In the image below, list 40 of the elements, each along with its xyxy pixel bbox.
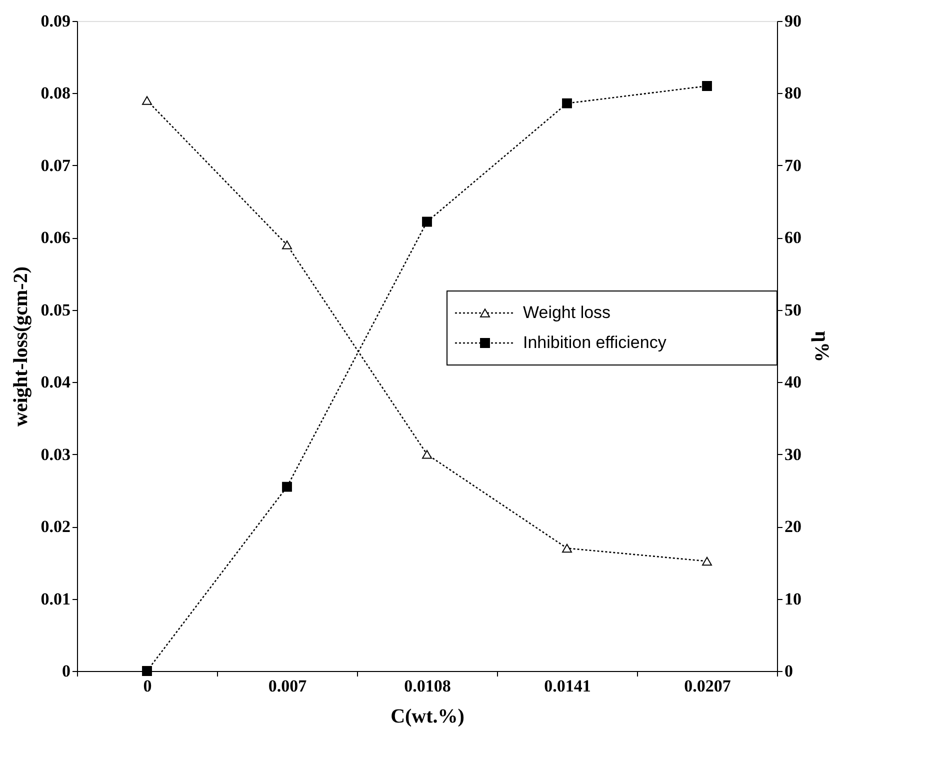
x-tick-label: 0 [143, 676, 152, 696]
y2-tick-label: 0 [784, 662, 793, 680]
point [562, 98, 572, 108]
x-tick-label: 0.007 [268, 676, 308, 696]
x-tick-label: 0.0207 [684, 676, 732, 696]
y2-tick-label: 30 [784, 444, 802, 464]
y2-axis-title: η% [810, 330, 832, 362]
point [422, 216, 432, 227]
y-tick-label: 0.08 [40, 84, 70, 103]
y-tick-label: 0.05 [40, 300, 70, 320]
y-axis-title: weight-loss(gcm-2) [10, 266, 32, 426]
x-tick-label: 0.0141 [544, 676, 591, 696]
point [562, 544, 572, 553]
point [702, 81, 712, 91]
point [282, 240, 292, 250]
y-tick-label: 0.02 [40, 517, 70, 536]
y2-tick-label: 40 [784, 372, 802, 392]
point [702, 556, 712, 566]
y-tick-label: 0.06 [40, 228, 70, 248]
y-tick-label: 0.01 [40, 589, 70, 608]
point [282, 482, 292, 492]
y2-tick-label: 50 [784, 300, 802, 320]
x-tick-label: 0.0108 [404, 676, 451, 696]
y2-tick-label: 20 [784, 517, 802, 536]
y-tick-label: 0.09 [40, 12, 70, 30]
x-axis-title: C(wt.%) [390, 706, 464, 728]
y2-tick-label: 60 [784, 228, 802, 248]
y-tick-label: 0.07 [40, 156, 71, 175]
y-tick-label: 0 [62, 662, 70, 680]
y-tick-label: 0.03 [40, 444, 70, 464]
y2-tick-label: 10 [784, 589, 802, 608]
y2-tick-label: 80 [784, 84, 802, 103]
y2-tick-label: 70 [784, 156, 802, 175]
y2-tick-label: 90 [784, 12, 802, 30]
point [142, 96, 152, 105]
point [142, 666, 152, 676]
y-tick-label: 0.04 [40, 372, 71, 392]
legend-label: Weight loss [523, 303, 611, 322]
legend-label: Inhibition efficiency [523, 333, 667, 352]
point [422, 450, 432, 459]
